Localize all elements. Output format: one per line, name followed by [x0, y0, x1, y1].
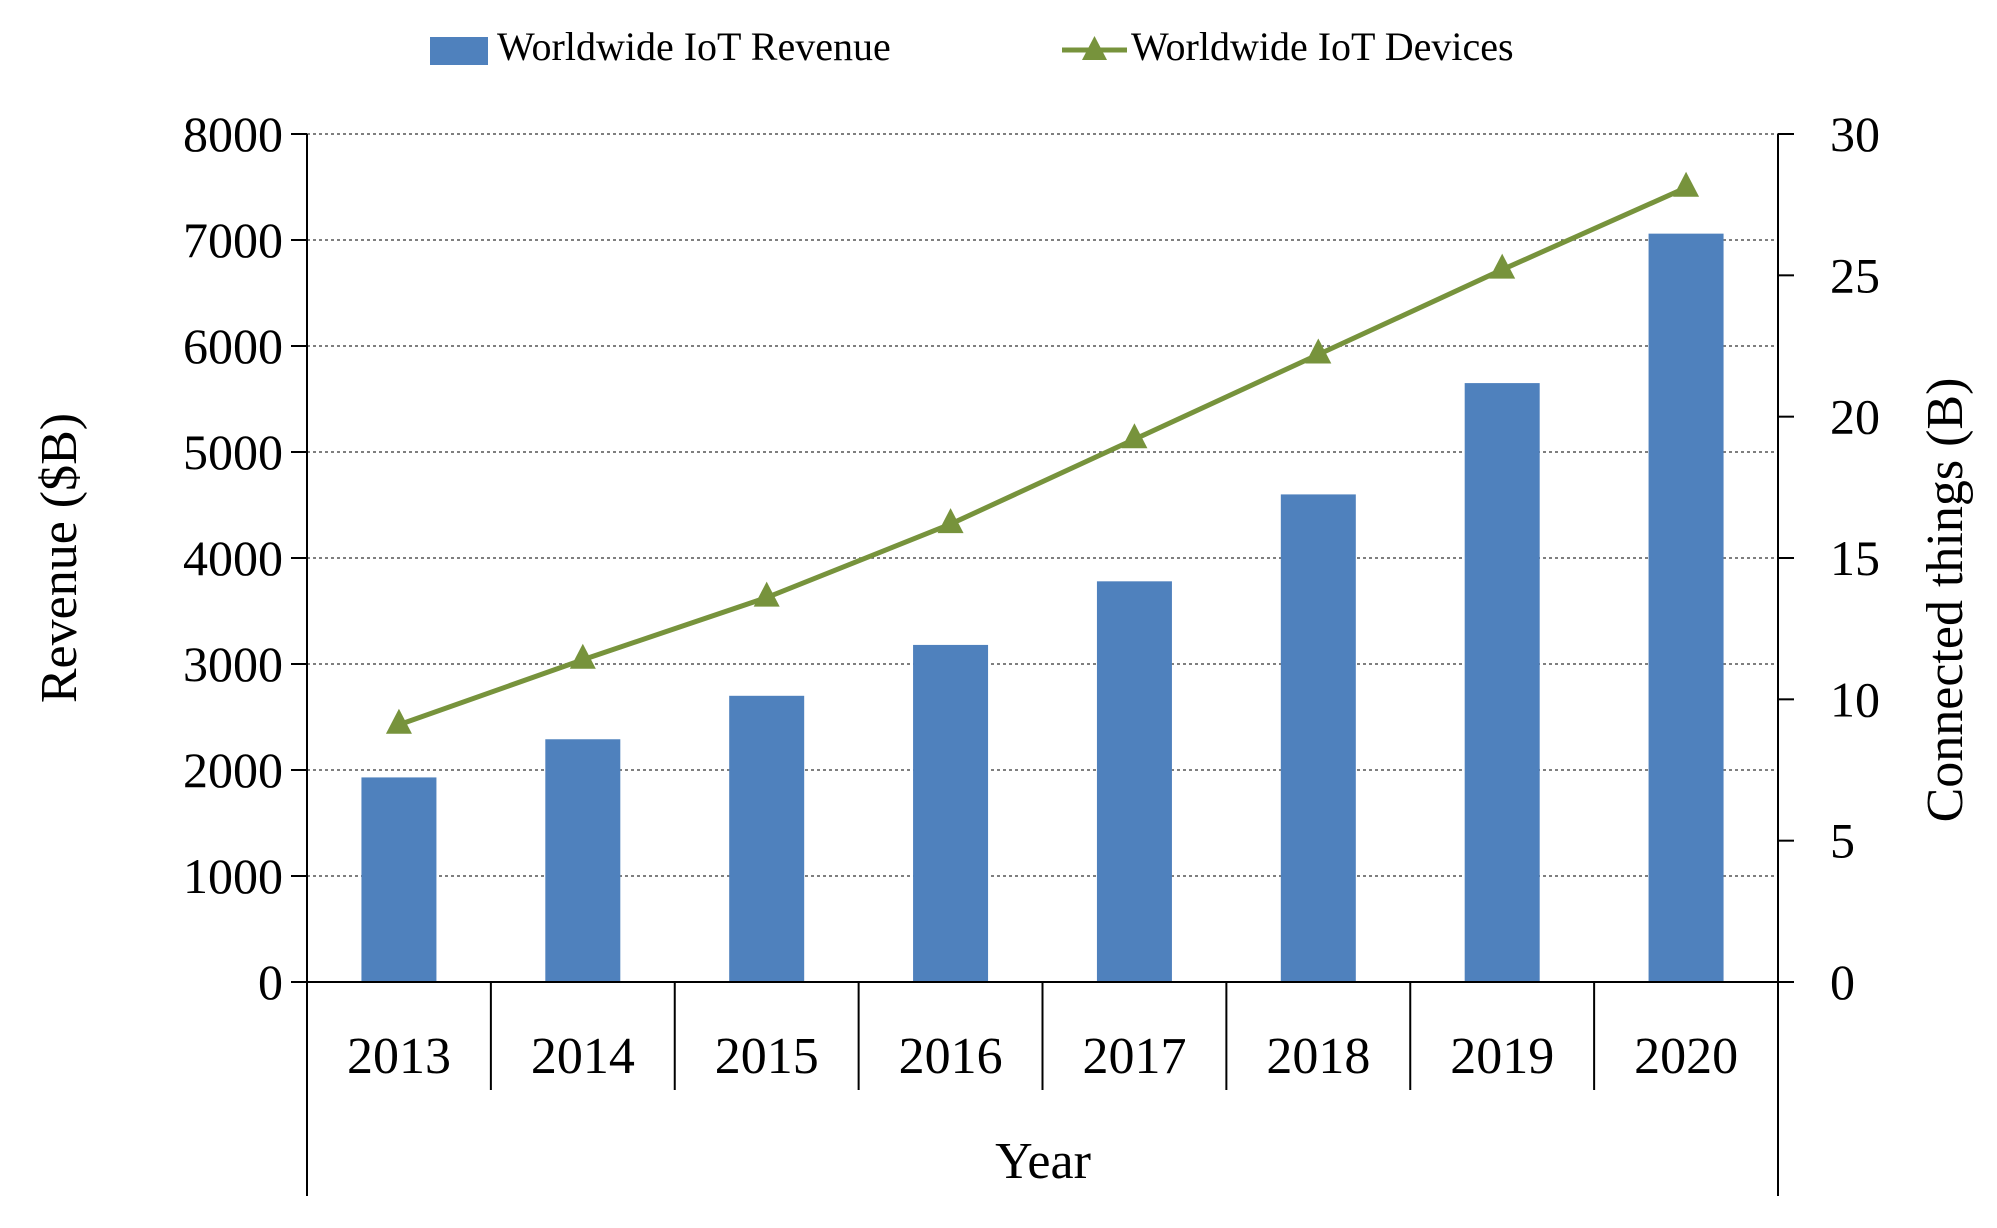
revenue-bar-2014: [545, 739, 621, 982]
y-right-tick-label: 5: [1830, 813, 1855, 869]
legend-label-revenue: Worldwide IoT Revenue: [497, 24, 891, 69]
revenue-bar-2013: [361, 777, 437, 982]
revenue-bar-2018: [1280, 494, 1356, 982]
devices-marker-2020: [1673, 171, 1700, 197]
legend-swatch-revenue: [430, 37, 488, 65]
y-left-tick-label: 6000: [183, 318, 283, 374]
y-right-tick-label: 10: [1830, 671, 1880, 727]
axes: [291, 133, 1794, 1196]
devices-marker-2014: [569, 643, 596, 669]
x-tick-label: 2014: [531, 1028, 635, 1085]
y-left-tick-label: 1000: [183, 848, 283, 904]
y-left-tick-label: 0: [258, 954, 283, 1010]
x-tick-label: 2016: [899, 1028, 1003, 1085]
y-axis-title: Revenue ($B): [31, 413, 88, 703]
devices-line: [385, 171, 1700, 734]
x-axis-title: Year: [995, 1133, 1091, 1190]
legend-label-devices: Worldwide IoT Devices: [1131, 24, 1514, 69]
x-tick-label: 2013: [347, 1028, 451, 1085]
y-right-tick-label: 25: [1830, 247, 1880, 303]
y-right-tick-label: 20: [1830, 389, 1880, 445]
legend-marker-devices: [1082, 36, 1107, 60]
revenue-bar-2020: [1648, 233, 1724, 982]
revenue-bar-2015: [729, 695, 805, 982]
y-right-tick-label: 30: [1830, 106, 1880, 162]
y2-axis-title: Connected things (B): [1917, 378, 1974, 823]
y-left-tick-label: 5000: [183, 424, 283, 480]
devices-marker-2019: [1489, 253, 1516, 279]
y-right-tick-label: 15: [1830, 530, 1880, 586]
devices-marker-2015: [753, 581, 780, 607]
devices-marker-2016: [937, 508, 964, 534]
x-tick-label: 2018: [1266, 1028, 1370, 1085]
x-tick-label: 2017: [1082, 1028, 1186, 1085]
legend: Worldwide IoT Revenue Worldwide IoT Devi…: [430, 24, 1514, 69]
revenue-bar-2019: [1464, 383, 1540, 983]
devices-marker-2017: [1121, 423, 1148, 449]
x-tick-label: 2019: [1450, 1028, 1554, 1085]
devices-marker-2018: [1305, 338, 1332, 364]
y-right-tick-label: 0: [1830, 954, 1855, 1010]
x-tick-label: 2015: [715, 1028, 819, 1085]
y-left-tick-label: 7000: [183, 212, 283, 268]
y-left-tick-label: 2000: [183, 742, 283, 798]
y-left-tick-label: 8000: [183, 106, 283, 162]
revenue-bar-2016: [913, 644, 989, 982]
devices-series-line: [398, 185, 1688, 728]
devices-marker-2013: [385, 708, 412, 734]
y-left-tick-label: 3000: [183, 636, 283, 692]
y-right-tick-labels: 0 5 10 15 20 25 30: [1830, 106, 1880, 1010]
x-tick-label: 2020: [1634, 1028, 1738, 1085]
revenue-bar-2017: [1096, 581, 1172, 982]
x-tick-labels: 2013 2014 2015 2016 2017 2018 2019 2020: [347, 1028, 1738, 1085]
y-left-tick-labels: 0 1000 2000 3000 4000 5000 6000 7000 8000: [183, 106, 283, 1010]
y-left-tick-label: 4000: [183, 530, 283, 586]
revenue-bars: [361, 233, 1724, 983]
